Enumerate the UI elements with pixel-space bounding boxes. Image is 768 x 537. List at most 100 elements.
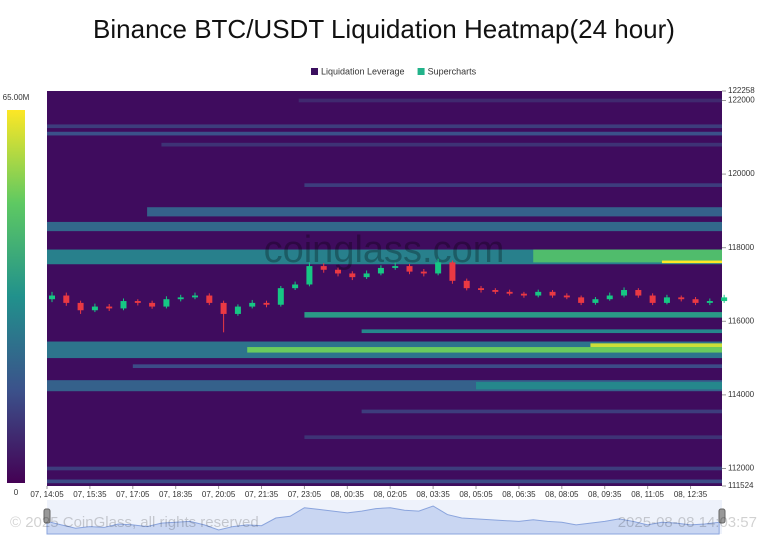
candle-body bbox=[192, 295, 199, 298]
heat-band bbox=[161, 142, 722, 147]
y-tick-label: 114000 bbox=[728, 390, 755, 399]
candle-body bbox=[249, 302, 256, 307]
colorbar-label: 0 bbox=[14, 488, 19, 497]
watermark: coinglass.com bbox=[264, 229, 505, 271]
candle-body bbox=[592, 299, 599, 303]
y-tick-label: 122000 bbox=[728, 96, 755, 105]
x-tick-label: 08, 02:05 bbox=[374, 490, 408, 499]
y-tick-label: 122258 bbox=[728, 86, 755, 95]
heat-band bbox=[47, 131, 722, 136]
y-tick-label: 112000 bbox=[728, 464, 755, 473]
candle-body bbox=[234, 306, 241, 314]
heat-band bbox=[590, 343, 722, 348]
candle-body bbox=[663, 297, 670, 303]
candle-body bbox=[492, 290, 499, 292]
x-tick-label: 08, 05:05 bbox=[459, 490, 493, 499]
candle-body bbox=[277, 288, 284, 305]
timestamp: 2025-08-08 14:03:57 bbox=[618, 514, 757, 531]
copyright: © 2025 CoinGlass, all rights reserved bbox=[10, 514, 259, 531]
x-tick-label: 07, 21:35 bbox=[245, 490, 279, 499]
candle-body bbox=[63, 295, 70, 303]
candle-body bbox=[206, 295, 213, 303]
navigator-area bbox=[46, 505, 720, 535]
heat-band bbox=[304, 435, 722, 440]
legend-label: Liquidation Leverage bbox=[321, 66, 405, 76]
y-tick-label: 118000 bbox=[728, 243, 755, 252]
candle-body bbox=[335, 269, 342, 274]
candle-body bbox=[706, 301, 713, 303]
candle-body bbox=[292, 284, 299, 289]
x-tick-label: 08, 12:35 bbox=[674, 490, 708, 499]
heat-band bbox=[47, 221, 722, 232]
heat-band bbox=[361, 329, 722, 334]
candle-body bbox=[134, 301, 141, 303]
x-tick-label: 08, 06:35 bbox=[502, 490, 536, 499]
candle-body bbox=[563, 295, 570, 298]
colorbar-label: 65.00M bbox=[3, 93, 30, 102]
heat-band bbox=[304, 183, 722, 187]
candle-body bbox=[578, 297, 585, 303]
candle-body bbox=[377, 267, 384, 274]
heat-band bbox=[661, 260, 722, 264]
candle-body bbox=[621, 290, 628, 296]
candle-body bbox=[435, 262, 442, 274]
heat-band bbox=[47, 479, 722, 484]
legend-swatch bbox=[417, 68, 425, 75]
x-tick-label: 07, 15:35 bbox=[73, 490, 107, 499]
candle-body bbox=[420, 271, 427, 274]
candle-body bbox=[535, 291, 542, 296]
candle-body bbox=[463, 280, 470, 289]
candle-body bbox=[177, 297, 184, 300]
candle-body bbox=[320, 266, 327, 270]
x-tick-label: 08, 03:35 bbox=[416, 490, 450, 499]
candle-body bbox=[392, 266, 399, 268]
candle-body bbox=[49, 295, 55, 300]
x-tick-label: 07, 23:05 bbox=[288, 490, 322, 499]
candle-body bbox=[263, 302, 270, 305]
x-tick-label: 07, 18:35 bbox=[159, 490, 193, 499]
x-tick-label: 08, 09:35 bbox=[588, 490, 622, 499]
candle-body bbox=[692, 299, 699, 303]
candle-body bbox=[635, 290, 642, 296]
colorbar bbox=[7, 110, 25, 483]
candle-body bbox=[106, 306, 113, 309]
candle-body bbox=[606, 295, 613, 300]
candle-body bbox=[649, 295, 656, 303]
x-tick-label: 07, 14:05 bbox=[30, 490, 64, 499]
candle-body bbox=[721, 297, 728, 302]
x-tick-label: 07, 20:05 bbox=[202, 490, 236, 499]
navigator-handle bbox=[43, 508, 51, 524]
candle-body bbox=[449, 262, 456, 281]
candle-body bbox=[91, 306, 98, 311]
y-tick-label: 111524 bbox=[728, 481, 754, 490]
y-tick-label: 116000 bbox=[728, 316, 755, 325]
candle-body bbox=[549, 291, 556, 296]
heat-band bbox=[247, 347, 723, 353]
heat-band bbox=[361, 409, 722, 414]
candle-body bbox=[77, 302, 84, 311]
y-tick-label: 120000 bbox=[728, 169, 755, 178]
navigator-handle bbox=[718, 508, 726, 524]
x-tick-label: 08, 00:35 bbox=[331, 490, 365, 499]
candle-body bbox=[506, 291, 513, 294]
candle-body bbox=[406, 266, 413, 272]
candle-body bbox=[478, 288, 485, 291]
heat-band bbox=[533, 249, 722, 263]
x-tick-label: 08, 08:05 bbox=[545, 490, 579, 499]
legend-swatch bbox=[311, 68, 318, 75]
heat-band bbox=[132, 364, 723, 369]
heat-band bbox=[47, 380, 722, 392]
candle-body bbox=[520, 293, 527, 296]
candle-body bbox=[363, 273, 370, 278]
heat-band bbox=[298, 98, 722, 103]
candle-body bbox=[149, 302, 156, 307]
candle-body bbox=[306, 266, 313, 285]
x-tick-label: 08, 11:05 bbox=[631, 490, 664, 499]
heat-band bbox=[304, 312, 722, 318]
heat-band bbox=[47, 466, 722, 471]
heat-band bbox=[47, 124, 722, 129]
heat-band bbox=[476, 382, 722, 390]
chart-title: Binance BTC/USDT Liquidation Heatmap(24 … bbox=[93, 14, 675, 44]
x-tick-label: 07, 17:05 bbox=[116, 490, 150, 499]
